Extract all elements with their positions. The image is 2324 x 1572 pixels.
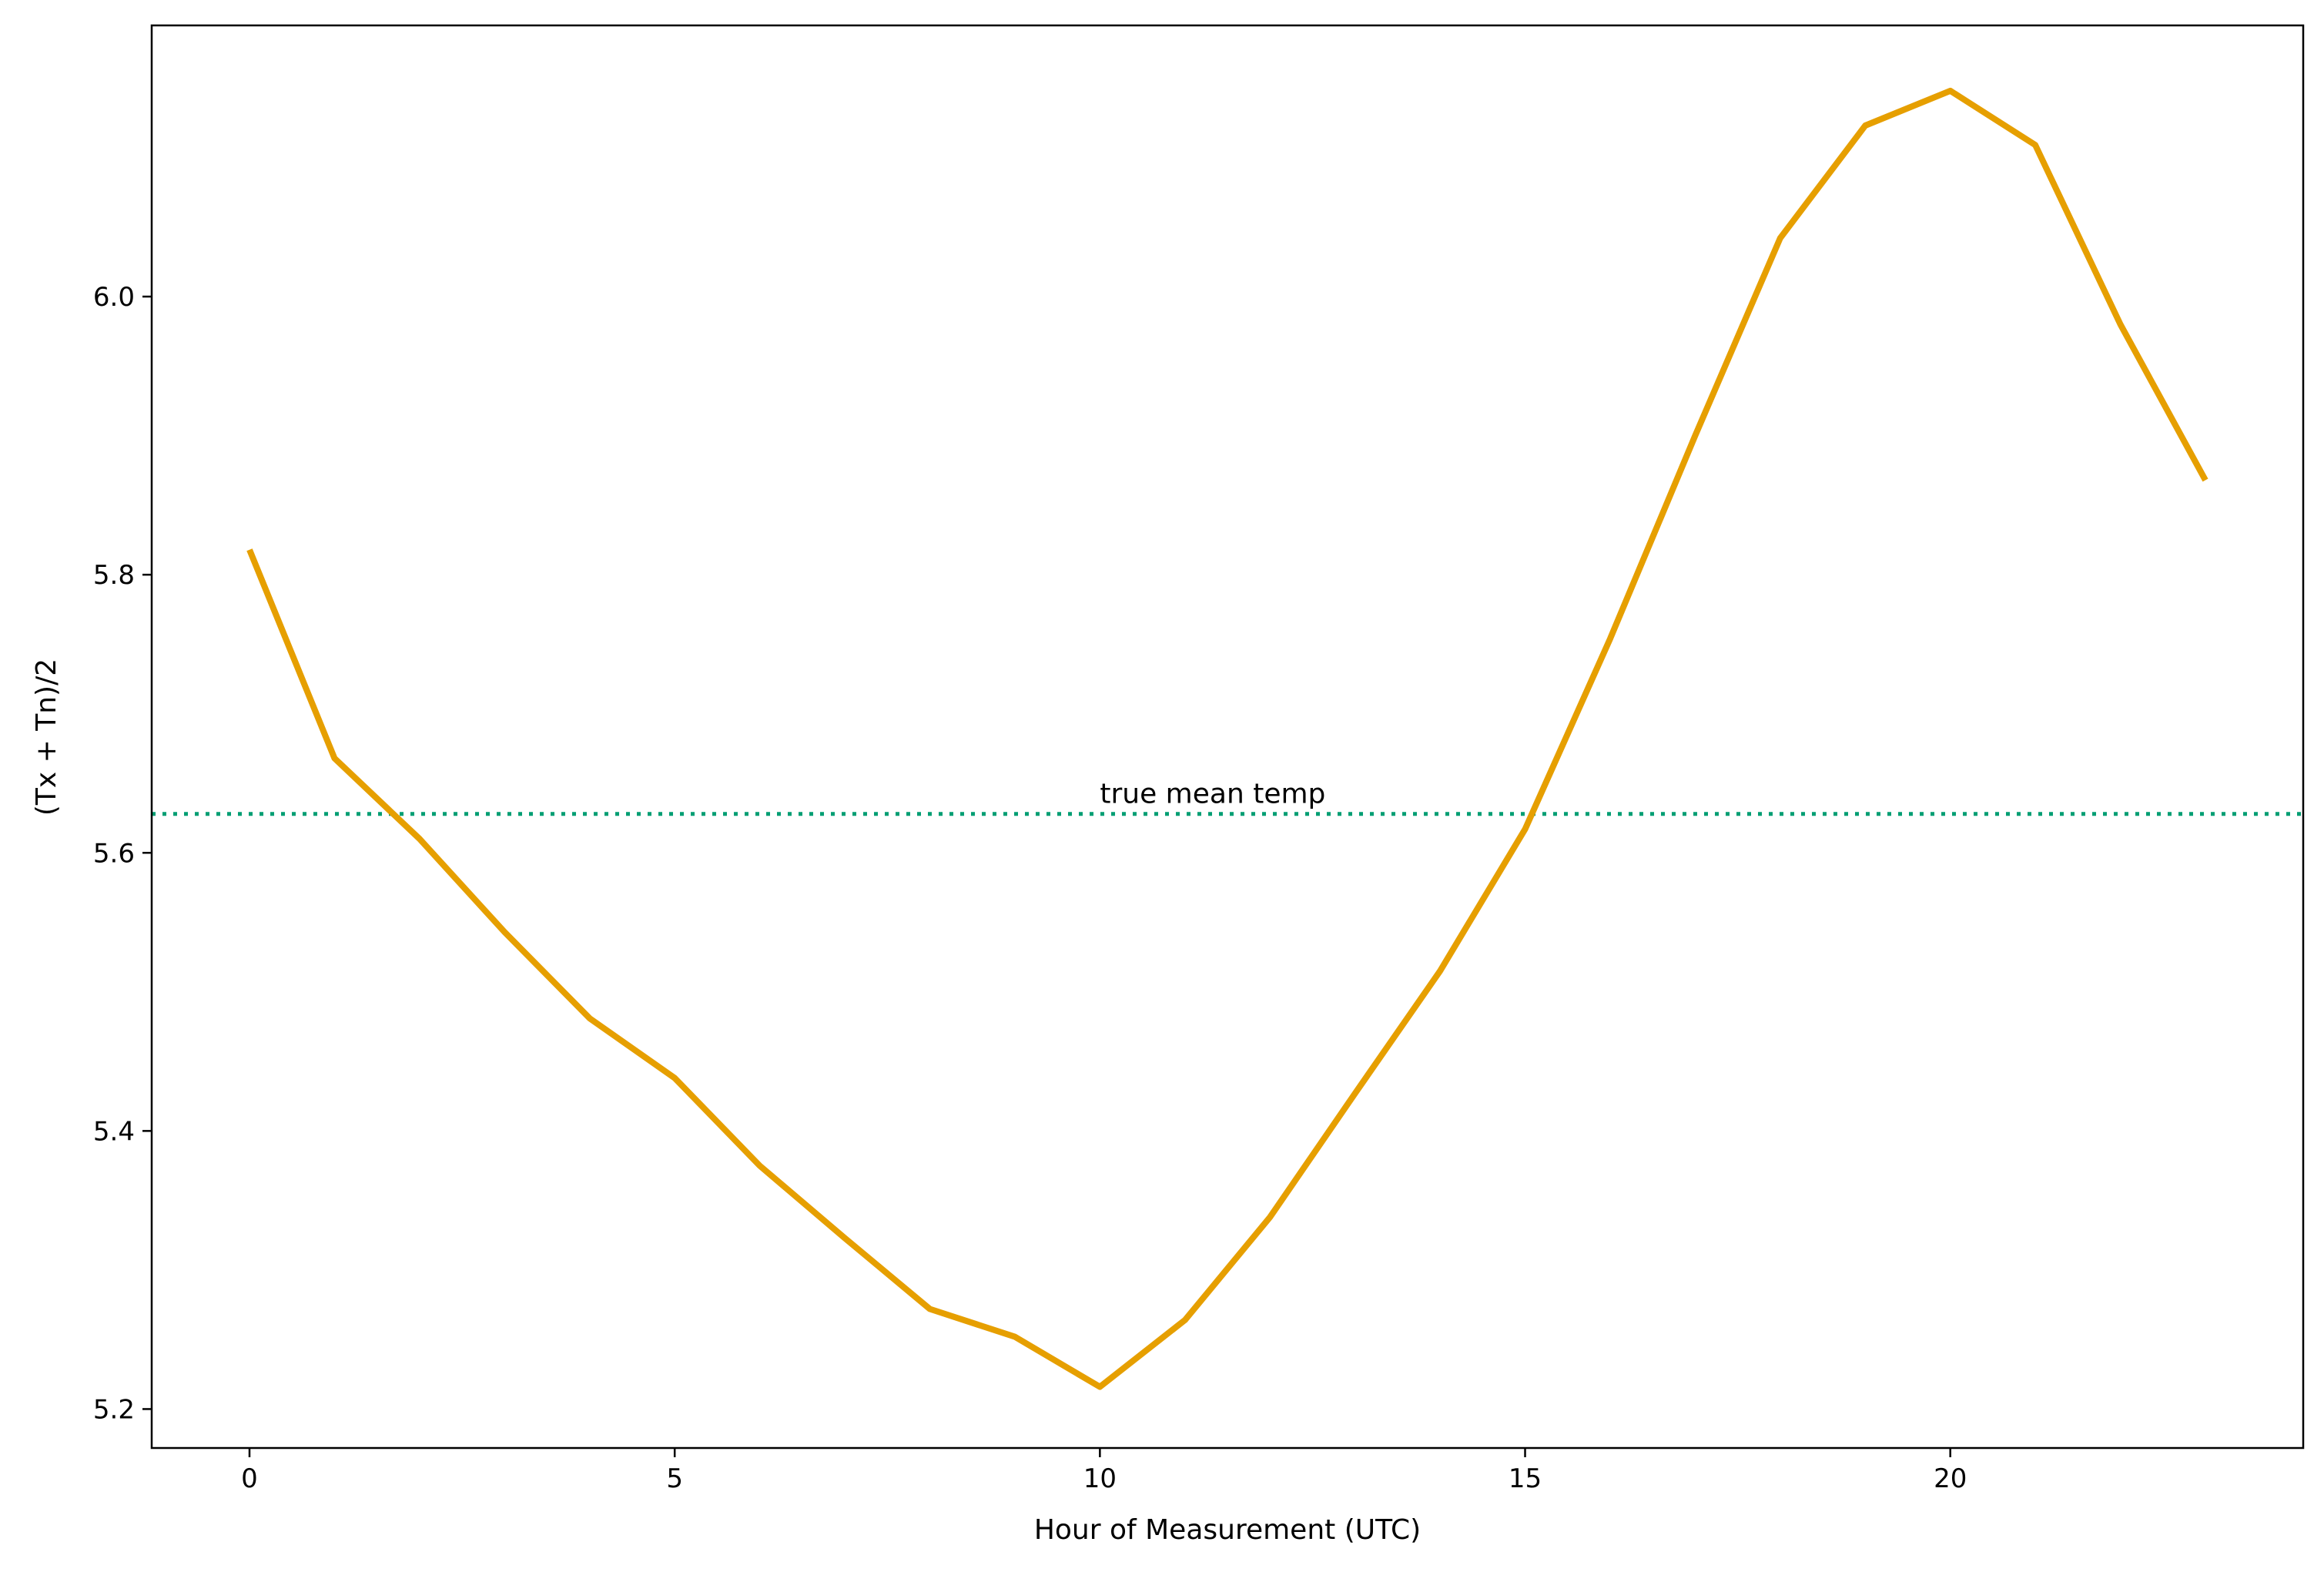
y-axis-label: (Tx + Tn)/2 [31,659,62,816]
x-axis-label: Hour of Measurement (UTC) [1034,1514,1421,1546]
y-tick-label: 5.6 [93,838,135,869]
x-tick-label: 15 [1509,1463,1542,1494]
plot-frame [150,24,2305,1450]
y-tick-label: 6.0 [93,282,135,313]
x-axis-ticks: 0 5 10 15 20 [241,1448,1967,1494]
y-tick-label: 5.4 [93,1116,135,1147]
x-tick-label: 5 [666,1463,683,1494]
series-line [246,87,2208,1390]
y-axis-ticks: 5.2 5.4 5.6 5.8 6.0 [93,282,152,1425]
x-tick-label: 0 [241,1463,258,1494]
y-tick-label: 5.8 [93,560,135,591]
x-tick-label: 20 [1934,1463,1967,1494]
y-tick-label: 5.2 [93,1394,135,1425]
x-tick-label: 10 [1083,1463,1117,1494]
reference-line-label: true mean temp [1100,779,1325,810]
